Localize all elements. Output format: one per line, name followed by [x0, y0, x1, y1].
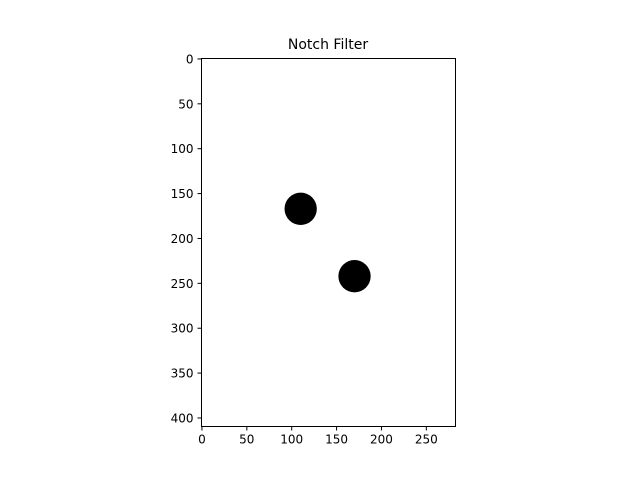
image-background [201, 58, 456, 427]
y-tick-label: 400 [171, 411, 194, 425]
y-tick-label: 150 [171, 187, 194, 201]
y-tick-label: 250 [171, 277, 194, 291]
x-axis: 0 50 100 150 200 250 [198, 426, 438, 447]
x-tick-label: 250 [415, 433, 438, 447]
x-tick-label: 0 [198, 433, 206, 447]
x-tick-label: 50 [239, 433, 254, 447]
x-tick-label: 150 [325, 433, 348, 447]
notch-2 [338, 260, 371, 293]
y-tick-label: 350 [171, 367, 194, 381]
x-tick-label: 200 [370, 433, 393, 447]
chart-title: Notch Filter [288, 37, 368, 53]
y-tick-label: 0 [186, 52, 194, 66]
y-tick-label: 50 [178, 97, 193, 111]
notch-layer [284, 192, 371, 293]
plot-frame [201, 58, 456, 427]
y-tick-label: 300 [171, 322, 194, 336]
y-axis: 0 50 100 150 200 250 300 350 400 [171, 52, 202, 425]
y-tick-label: 200 [171, 232, 194, 246]
y-tick-label: 100 [171, 142, 194, 156]
x-tick-label: 100 [280, 433, 303, 447]
notch-1 [284, 192, 317, 225]
